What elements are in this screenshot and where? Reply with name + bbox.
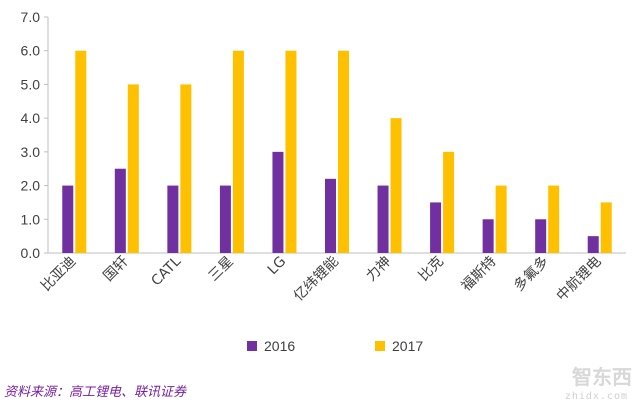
bar-2016 bbox=[587, 236, 599, 253]
bar-2017 bbox=[548, 185, 560, 253]
x-tick-label: 比克 bbox=[416, 254, 447, 285]
bar-2017 bbox=[285, 50, 297, 253]
bar-2016 bbox=[272, 151, 284, 253]
bar-2017 bbox=[495, 185, 507, 253]
source-note: 资料来源：高工锂电、联讯证券 bbox=[4, 385, 187, 400]
y-tick-label: 6.0 bbox=[21, 43, 41, 59]
legend-swatch bbox=[375, 341, 385, 351]
chart-bars bbox=[62, 50, 612, 254]
bar-2016 bbox=[482, 219, 494, 253]
y-tick-label: 5.0 bbox=[21, 76, 41, 92]
bar-2017 bbox=[75, 50, 87, 253]
legend-swatch bbox=[247, 341, 257, 351]
bar-2016 bbox=[430, 202, 442, 253]
x-tick-label: 力神 bbox=[363, 254, 394, 285]
bar-2017 bbox=[443, 151, 455, 253]
bar-2017 bbox=[232, 50, 244, 253]
y-tick-label: 7.0 bbox=[21, 9, 41, 25]
x-tick-label: 福斯特 bbox=[458, 254, 499, 295]
bar-2016 bbox=[62, 185, 74, 253]
x-tick-label: 中航锂电 bbox=[554, 254, 605, 305]
y-tick-label: 3.0 bbox=[21, 144, 41, 160]
y-tick-label: 4.0 bbox=[21, 110, 41, 126]
x-tick-label: 亿纬锂能 bbox=[291, 254, 342, 305]
bar-2016 bbox=[114, 168, 126, 253]
chart-legend: 2016 2017 bbox=[247, 338, 423, 354]
chart-axes: 0.0 1.0 2.0 3.0 4.0 5.0 6.0 7.0 bbox=[21, 9, 626, 261]
bar-2017 bbox=[390, 118, 402, 254]
watermark-url: zhidx.com bbox=[564, 391, 628, 402]
y-tick-label: 2.0 bbox=[21, 178, 41, 194]
x-tick-label: 多氟多 bbox=[510, 253, 552, 295]
x-tick-label: 国轩 bbox=[101, 254, 132, 285]
x-tick-label: 三星 bbox=[206, 254, 237, 285]
bar-2016 bbox=[377, 185, 389, 253]
x-tick-label: 比亚迪 bbox=[38, 254, 79, 295]
bar-2016 bbox=[535, 219, 547, 253]
bar-2017 bbox=[127, 84, 139, 253]
y-tick-label: 1.0 bbox=[21, 211, 41, 227]
x-axis-labels: 比亚迪 国轩 CATL 三星 LG 亿纬锂能 力神 比克 福斯特 多氟多 中航锂电 bbox=[38, 253, 604, 305]
bar-2016 bbox=[167, 185, 179, 253]
x-tick-label: CATL bbox=[148, 253, 184, 289]
legend-label: 2016 bbox=[264, 338, 295, 354]
bar-2017 bbox=[180, 84, 192, 253]
bar-2017 bbox=[600, 202, 612, 253]
x-tick-label: LG bbox=[265, 254, 290, 279]
bar-2016 bbox=[219, 185, 231, 253]
legend-label: 2017 bbox=[392, 338, 423, 354]
watermark-brand: 智东西 bbox=[572, 365, 632, 389]
bar-2017 bbox=[338, 50, 349, 253]
bar-2016 bbox=[325, 178, 336, 253]
y-tick-label: 0.0 bbox=[21, 245, 41, 261]
